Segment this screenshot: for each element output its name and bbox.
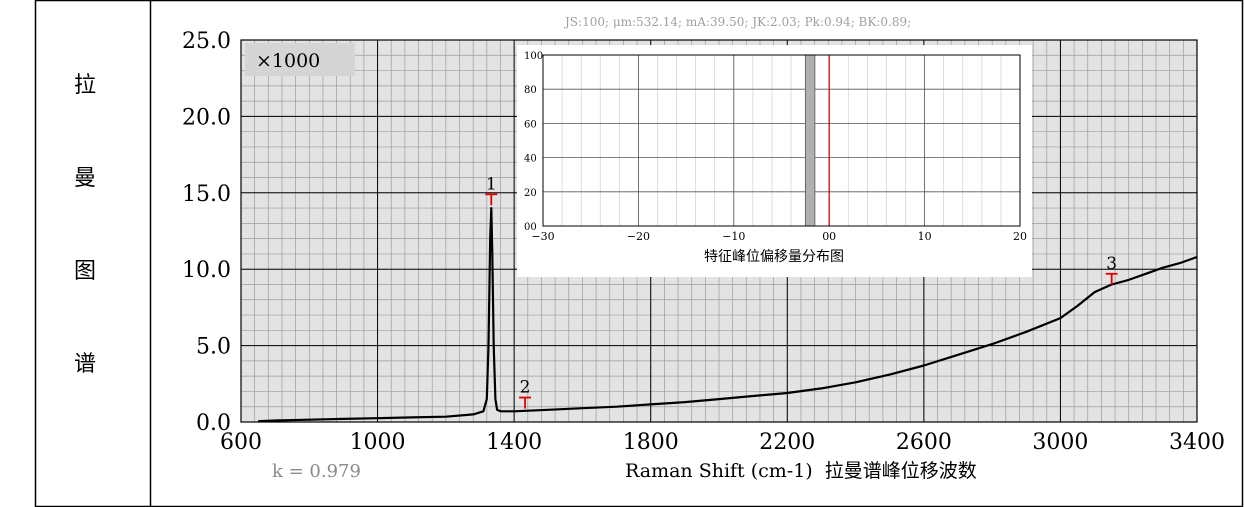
inset-x-tick-label: −10 [722, 230, 745, 243]
peak-markers: 1 2 3 [485, 174, 1118, 409]
x-tick-label: 1400 [486, 430, 542, 455]
inset-x-tick-label: 00 [822, 230, 836, 243]
peak-label: 3 [1106, 254, 1117, 274]
stats-line: JS:100; μm:532.14; mA:39.50; JK:2.03; Pk… [563, 15, 911, 29]
y-tick-label: 15.0 [182, 182, 231, 207]
x-tick-label: 3400 [1169, 430, 1225, 455]
vertical-title-char: 拉 [74, 73, 96, 98]
y-tick-label: 5.0 [196, 335, 231, 360]
inset-y-tick-label: 40 [524, 154, 537, 165]
inset-x-axis-ticks: −30 −20 −10 00 10 20 [531, 230, 1027, 243]
plot-border [240, 39, 1198, 423]
inset-y-tick-label: 100 [524, 51, 543, 62]
inset-x-tick-label: 10 [918, 230, 932, 243]
x-tick-label: 600 [220, 430, 262, 455]
inset-x-tick-label: −30 [531, 230, 554, 243]
peak-label: 1 [486, 174, 497, 194]
x-axis-ticks: 600 1000 1400 1800 2200 2600 3000 3400 [220, 430, 1225, 455]
inset-x-tick-label: −20 [627, 230, 650, 243]
peak-label: 2 [520, 378, 531, 398]
k-value-label: k = 0.979 [272, 461, 361, 482]
x-tick-label: 1800 [623, 430, 679, 455]
spectrum-line [258, 207, 1198, 423]
inset-x-tick-label: 20 [1013, 230, 1027, 243]
x-tick-label: 2200 [759, 430, 815, 455]
inset-y-tick-label: 80 [524, 85, 537, 96]
inset-y-tick-label: 00 [524, 222, 537, 233]
inset-y-axis-ticks: 00 20 40 60 80 100 [524, 51, 543, 233]
vertical-title-char: 图 [74, 259, 96, 284]
inset-title: 特征峰位偏移量分布图 [704, 249, 844, 265]
inset-plot-border [542, 54, 1021, 227]
inset-background [517, 45, 1032, 277]
x-tick-label: 3000 [1032, 430, 1088, 455]
x-tick-label: 2600 [896, 430, 952, 455]
peak-shift-distribution-inset: −30 −20 −10 00 10 20 00 20 40 60 80 100 特征峰位偏移量分布图 [517, 45, 1032, 277]
y-tick-label: 20.0 [182, 105, 231, 130]
inset-y-tick-label: 60 [524, 119, 537, 130]
vertical-title-char: 曼 [74, 166, 96, 191]
multiplier-box [245, 43, 355, 76]
inset-y-tick-label: 20 [524, 188, 537, 199]
y-tick-label: 0.0 [196, 411, 231, 436]
x-axis-label: Raman Shift (cm-1) 拉曼谱峰位移波数 [625, 460, 977, 482]
y-tick-label: 25.0 [182, 29, 231, 54]
vertical-title-char: 谱 [74, 352, 96, 377]
series-layer [258, 207, 1198, 423]
y-tick-label: 10.0 [182, 258, 231, 283]
vertical-title: 拉 曼 图 谱 [74, 73, 96, 377]
y-axis-ticks: 0.0 5.0 10.0 15.0 20.0 25.0 [182, 29, 231, 436]
x-tick-label: 1000 [350, 430, 406, 455]
inset-bars [804, 54, 816, 227]
inset-bar [804, 54, 816, 227]
multiplier-label: ×1000 [256, 50, 320, 72]
